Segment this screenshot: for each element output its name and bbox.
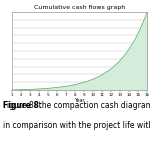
Text: in comparison with the project life with 25% inflation: in comparison with the project life with… <box>3 122 150 130</box>
Title: Cumulative cash flows graph: Cumulative cash flows graph <box>34 5 125 10</box>
Text: Figure 8:: Figure 8: <box>3 100 42 109</box>
Text: Figure 8: the compaction cash diagram: Figure 8: the compaction cash diagram <box>3 100 150 109</box>
X-axis label: Year: Year <box>74 98 85 103</box>
